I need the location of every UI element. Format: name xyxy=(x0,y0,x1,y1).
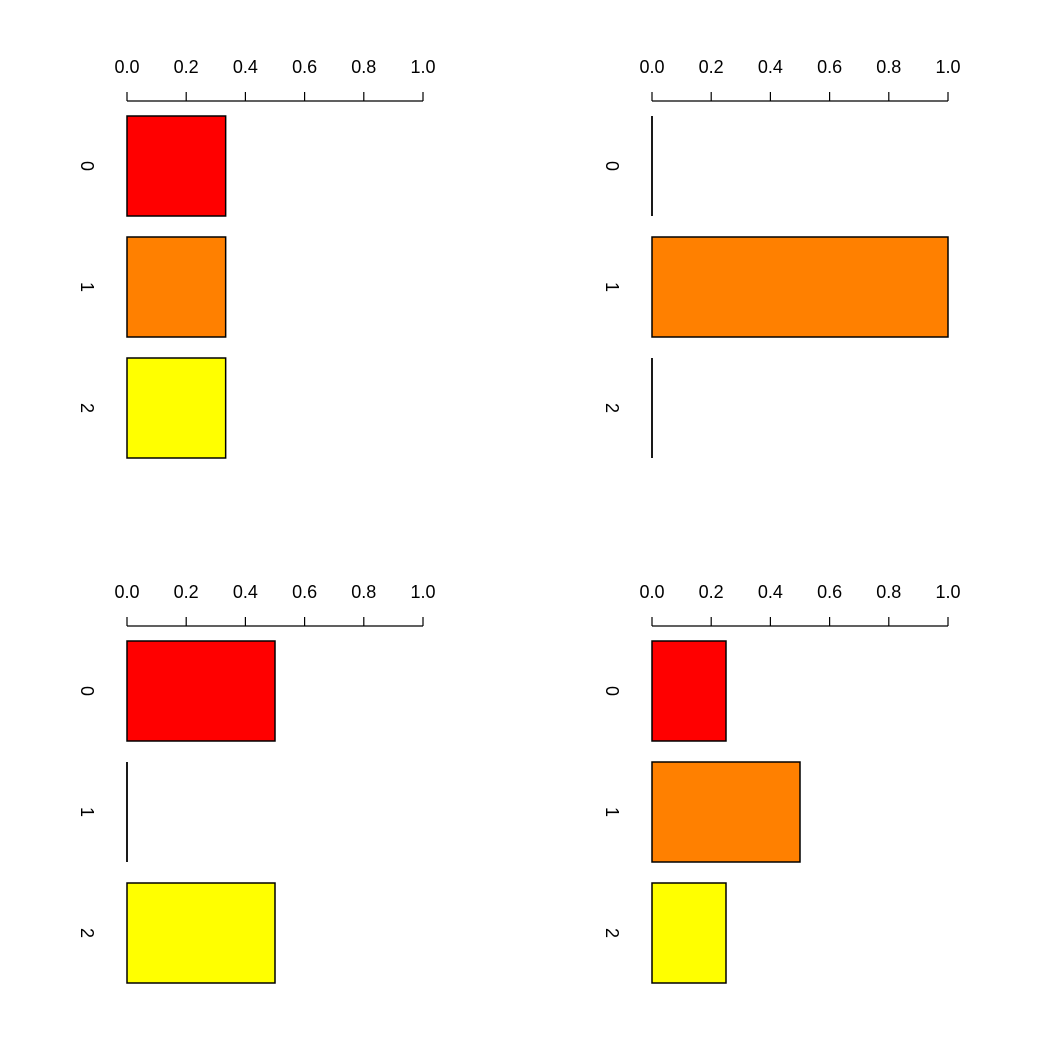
x-tick-label: 0.8 xyxy=(351,57,376,77)
x-tick-label: 0.8 xyxy=(876,57,901,77)
x-tick-label: 1.0 xyxy=(935,582,960,602)
category-label: 2 xyxy=(77,928,97,938)
category-label: 1 xyxy=(77,807,97,817)
category-label: 1 xyxy=(77,282,97,292)
x-tick-label: 0.6 xyxy=(817,57,842,77)
x-tick-label: 0.2 xyxy=(699,582,724,602)
category-label: 1 xyxy=(602,282,622,292)
bar-2 xyxy=(126,357,227,459)
x-tick-label: 0.2 xyxy=(174,57,199,77)
bar-2 xyxy=(651,882,727,984)
panel-2: 0.0 0.2 0.4 0.6 0.8 1.0 0 1 2 xyxy=(602,57,961,458)
category-label: 2 xyxy=(77,403,97,413)
x-tick-label: 0.6 xyxy=(292,582,317,602)
bar-1 xyxy=(651,761,801,863)
bar-1 xyxy=(126,236,227,338)
x-tick-label: 0.8 xyxy=(351,582,376,602)
x-tick-label: 0.2 xyxy=(699,57,724,77)
bar-1 xyxy=(651,236,949,338)
bar-2 xyxy=(126,882,276,984)
x-tick-label: 0.0 xyxy=(114,582,139,602)
category-label: 0 xyxy=(602,686,622,696)
x-tick-label: 0.8 xyxy=(876,582,901,602)
x-tick-label: 0.6 xyxy=(292,57,317,77)
category-label: 2 xyxy=(602,403,622,413)
category-label: 1 xyxy=(602,807,622,817)
x-tick-label: 0.6 xyxy=(817,582,842,602)
x-tick-label: 0.2 xyxy=(174,582,199,602)
panel-3: 0.0 0.2 0.4 0.6 0.8 1.0 0 1 2 xyxy=(77,582,436,984)
x-tick-label: 0.0 xyxy=(639,582,664,602)
category-label: 2 xyxy=(602,928,622,938)
x-tick-label: 1.0 xyxy=(935,57,960,77)
x-tick-label: 0.0 xyxy=(639,57,664,77)
category-label: 0 xyxy=(77,161,97,171)
x-tick-label: 0.4 xyxy=(233,582,258,602)
panel-1: 0.0 0.2 0.4 0.6 0.8 1.0 0 1 2 xyxy=(77,57,436,459)
x-tick-label: 1.0 xyxy=(410,582,435,602)
panel-4: 0.0 0.2 0.4 0.6 0.8 1.0 0 1 2 xyxy=(602,582,961,984)
category-label: 0 xyxy=(77,686,97,696)
x-tick-label: 0.0 xyxy=(114,57,139,77)
x-tick-label: 1.0 xyxy=(410,57,435,77)
bar-0 xyxy=(126,115,227,217)
x-tick-label: 0.4 xyxy=(233,57,258,77)
x-tick-label: 0.4 xyxy=(758,57,783,77)
bar-0 xyxy=(651,640,727,742)
bar-0 xyxy=(126,640,276,742)
x-tick-label: 0.4 xyxy=(758,582,783,602)
category-label: 0 xyxy=(602,161,622,171)
